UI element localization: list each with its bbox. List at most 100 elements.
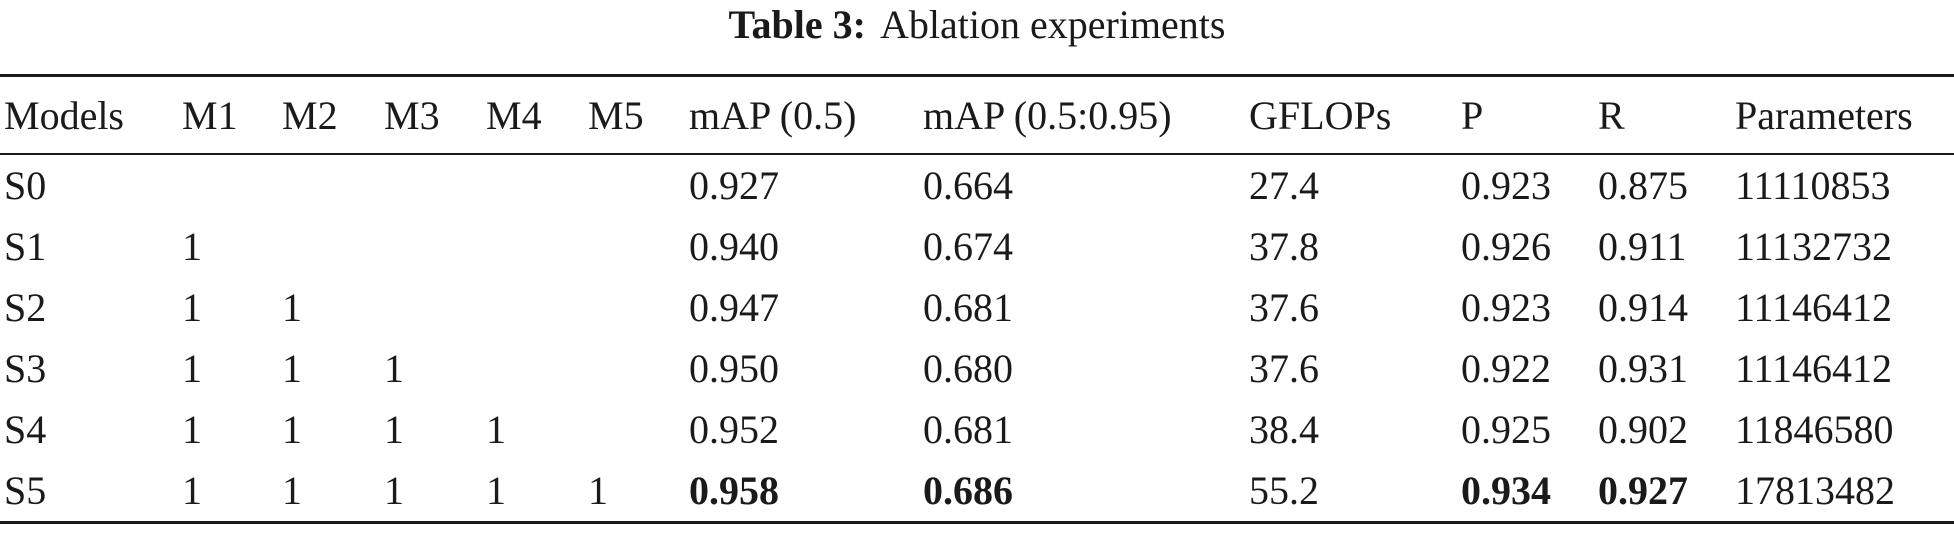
table-cell: 0.686: [923, 468, 1013, 513]
table-cell: 1: [182, 285, 202, 330]
ablation-table: Models M1 M2 M3 M4 M5 mAP (0.5) mAP (0.5:0.95) G…: [0, 74, 1954, 524]
column-header: P: [1461, 92, 1484, 138]
table-cell: 0.926: [1461, 224, 1551, 269]
table-cell: 0.914: [1598, 285, 1688, 330]
table-cell: 1: [182, 224, 202, 269]
table-cell: [282, 155, 384, 216]
model-name-cell: S5: [4, 468, 47, 513]
column-header: GFLOPs: [1249, 92, 1392, 138]
table-cell: [486, 277, 588, 338]
table-cell: 0.674: [923, 224, 1013, 269]
table-cell: 0.947: [689, 285, 779, 330]
table-cell: [384, 216, 486, 277]
table-cell: 37.6: [1249, 346, 1319, 391]
table-cell: 55.2: [1249, 468, 1319, 513]
table-cell: 1: [384, 346, 404, 391]
table-cell: [486, 338, 588, 399]
table-cell: 0.927: [1598, 468, 1688, 513]
table-cell: [486, 155, 588, 216]
table-cell: 1: [182, 407, 202, 452]
table-cell: [486, 216, 588, 277]
table-cell: [588, 216, 689, 277]
table-cell: 1: [384, 468, 404, 513]
table-row: S4 1 1 1 1 0.952 0.681 38.4 0.925 0.902 11846580: [0, 399, 1954, 460]
table-row: S1 1 0.940 0.674 37.8 0.926 0.911 11132732: [0, 216, 1954, 277]
caption-text: Ablation experiments: [879, 2, 1226, 47]
table-row: S0 0.927 0.664 27.4 0.923 0.875 11110853: [0, 155, 1954, 216]
table-cell: 0.664: [923, 163, 1013, 208]
table-cell: [588, 338, 689, 399]
column-header: M1: [182, 92, 238, 138]
results-table-body: S0 0.927 0.664 27.4 0.923 0.875 11110853 S1 1 0.9…: [0, 155, 1954, 521]
table-cell: 1: [486, 407, 506, 452]
table-cell: 0.681: [923, 407, 1013, 452]
column-header: Models: [4, 92, 124, 138]
table-cell: 0.940: [689, 224, 779, 269]
table-cell: 1: [282, 468, 302, 513]
table-cell: 0.934: [1461, 468, 1551, 513]
table-cell: 0.911: [1598, 224, 1687, 269]
table-cell: 1: [282, 285, 302, 330]
table-cell: 0.958: [689, 468, 779, 513]
table-bottom-rule: [0, 521, 1954, 524]
table-cell: 0.931: [1598, 346, 1688, 391]
table-cell: 17813482: [1735, 468, 1895, 513]
table-cell: 1: [182, 468, 202, 513]
table-cell: [588, 277, 689, 338]
table-cell: 11146412: [1735, 285, 1893, 330]
results-table: Models M1 M2 M3 M4 M5 mAP (0.5) mAP (0.5:0.95) G…: [0, 77, 1954, 153]
table-cell: 11110853: [1735, 163, 1891, 208]
table-cell: 0.902: [1598, 407, 1688, 452]
table-cell: 0.927: [689, 163, 779, 208]
table-cell: 11846580: [1735, 407, 1894, 452]
table-cell: 0.950: [689, 346, 779, 391]
table-cell: 1: [486, 468, 506, 513]
table-cell: 0.681: [923, 285, 1013, 330]
column-header: mAP (0.5): [689, 92, 857, 138]
table-row: S3 1 1 1 0.950 0.680 37.6 0.922 0.931 11146412: [0, 338, 1954, 399]
table-cell: 27.4: [1249, 163, 1319, 208]
table-cell: 1: [384, 407, 404, 452]
column-header: Parameters: [1735, 92, 1913, 138]
model-name-cell: S2: [4, 285, 47, 330]
model-name-cell: S0: [4, 163, 47, 208]
table-row: S2 1 1 0.947 0.681 37.6 0.923 0.914 11146412: [0, 277, 1954, 338]
table-body: S0 0.927 0.664 27.4 0.923 0.875 11110853 S1 1 0.9…: [0, 155, 1954, 521]
column-header: M4: [486, 92, 542, 138]
table-cell: [588, 155, 689, 216]
column-header: R: [1598, 92, 1625, 138]
column-header: M2: [282, 92, 338, 138]
table-cell: 37.8: [1249, 224, 1319, 269]
column-header: M5: [588, 92, 644, 138]
table-cell: [182, 155, 282, 216]
column-header: mAP (0.5:0.95): [923, 92, 1172, 138]
model-name-cell: S4: [4, 407, 47, 452]
table-cell: 0.680: [923, 346, 1013, 391]
table-cell: 0.923: [1461, 163, 1551, 208]
table-cell: [588, 399, 689, 460]
model-name-cell: S1: [4, 224, 47, 269]
table-top-rule: [0, 74, 1954, 77]
table-cell: 1: [182, 346, 202, 391]
table-cell: [384, 277, 486, 338]
table-caption: Table 3: Ablation experiments: [0, 0, 1954, 50]
table-cell: 1: [588, 468, 608, 513]
table-header-row: Models M1 M2 M3 M4 M5 mAP (0.5) mAP (0.5:0.95) G…: [0, 77, 1954, 153]
column-header: M3: [384, 92, 440, 138]
model-name-cell: S3: [4, 346, 47, 391]
table-cell: [282, 216, 384, 277]
caption-label: Table 3:: [728, 2, 866, 47]
table-cell: 0.922: [1461, 346, 1551, 391]
table-cell: [384, 155, 486, 216]
table-row: S5 1 1 1 1 1 0.958 0.686 55.2 0.934 0.927 17813482: [0, 460, 1954, 521]
table-cell: 0.952: [689, 407, 779, 452]
table-cell: 37.6: [1249, 285, 1319, 330]
table-header-rule: [0, 153, 1954, 155]
table-cell: 0.925: [1461, 407, 1551, 452]
table-cell: 0.923: [1461, 285, 1551, 330]
table-cell: 11132732: [1735, 224, 1893, 269]
table-cell: 0.875: [1598, 163, 1688, 208]
table-cell: 38.4: [1249, 407, 1319, 452]
table-cell: 11146412: [1735, 346, 1893, 391]
table-cell: 1: [282, 407, 302, 452]
